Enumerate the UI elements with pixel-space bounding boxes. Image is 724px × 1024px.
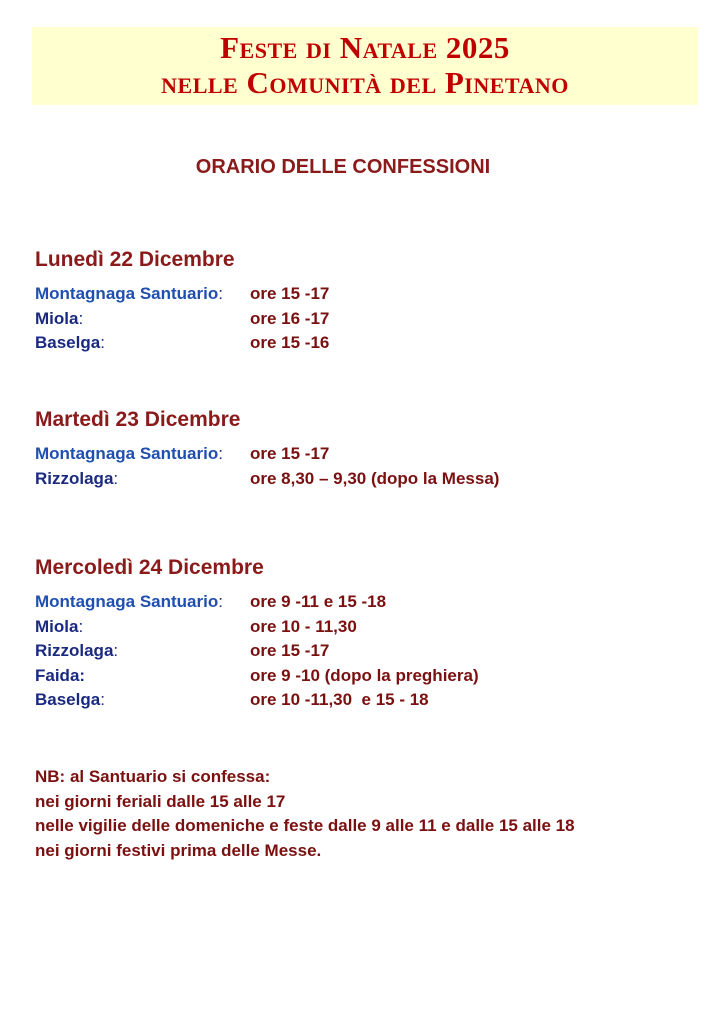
- colon: :: [218, 444, 223, 463]
- place-name: Montagnaga Santuario: [35, 284, 219, 303]
- place-name: Baselga: [35, 333, 101, 352]
- title-line-1: Feste di Natale 2025: [220, 30, 510, 65]
- place-name: Rizzolaga: [35, 468, 114, 488]
- time-value: ore 15 -17: [250, 444, 330, 463]
- colon: :: [218, 592, 223, 611]
- schedule-row: Miola: ore 10 - 11,30: [35, 616, 357, 641]
- day-heading: Martedì 23 Dicembre: [35, 408, 241, 431]
- time-value: ore 9 -10 (dopo la preghiera): [250, 665, 479, 685]
- schedule-row: Montagnaga Santuario: ore 15 -17: [35, 284, 329, 308]
- place-name: Baselga: [35, 690, 101, 709]
- day-heading: Lunedì 22 Dicembre: [35, 248, 235, 271]
- time-value: ore 10 -11,30 e 15 - 18: [250, 690, 429, 709]
- schedule-row: Faida: ore 9 -10 (dopo la preghiera): [35, 665, 479, 690]
- place-name: Rizzolaga: [35, 641, 114, 660]
- note-line: nei giorni festivi prima delle Messe.: [35, 840, 322, 860]
- schedule-row: Rizzolaga: ore 15 -17: [35, 641, 329, 665]
- time-value: ore 16 -17: [250, 308, 330, 328]
- time-value: ore 15 -17: [250, 641, 330, 660]
- colon: :: [113, 468, 119, 488]
- note-line: nelle vigilie delle domeniche e feste da…: [35, 816, 575, 835]
- colon: :: [78, 308, 84, 328]
- note-line: nei giorni feriali dalle 15 alle 17: [35, 791, 286, 811]
- place-name: Montagnaga Santuario: [35, 444, 219, 463]
- title-line-2: nelle Comunità del Pinetano: [161, 65, 569, 100]
- time-value: ore 15 -16: [250, 333, 330, 352]
- notes: NB: al Santuario si confessa: nei giorni…: [35, 765, 575, 863]
- note-line: NB: al Santuario si confessa:: [35, 767, 271, 786]
- subtitle: ORARIO DELLE CONFESSIONI: [195, 156, 491, 178]
- colon: :: [100, 690, 105, 709]
- schedule-row: Montagnaga Santuario: ore 9 -11 e 15 -18: [35, 592, 386, 616]
- colon: :: [218, 284, 223, 303]
- place-name: Miola: [35, 308, 79, 328]
- schedule-row: Baselga: ore 15 -16: [35, 333, 329, 357]
- schedule-row: Rizzolaga: ore 8,30 – 9,30 (dopo la Messa…: [35, 468, 499, 493]
- schedule-row: Montagnaga Santuario: ore 15 -17: [35, 444, 329, 468]
- day-heading: Mercoledì 24 Dicembre: [35, 556, 264, 579]
- place-name: Miola: [35, 616, 79, 636]
- place-name: Faida:: [35, 665, 86, 685]
- time-value: ore 8,30 – 9,30 (dopo la Messa): [250, 468, 500, 488]
- schedule-row: Miola: ore 16 -17: [35, 308, 329, 333]
- colon: :: [100, 333, 105, 352]
- colon: :: [78, 616, 84, 636]
- colon: :: [113, 641, 119, 660]
- time-value: ore 9 -11 e 15 -18: [250, 592, 387, 611]
- title-banner: Feste di Natale 2025 nelle Comunità del …: [32, 27, 698, 105]
- time-value: ore 10 - 11,30: [250, 616, 357, 636]
- time-value: ore 15 -17: [250, 284, 330, 303]
- schedule-row: Baselga: ore 10 -11,30 e 15 - 18: [35, 690, 429, 714]
- place-name: Montagnaga Santuario: [35, 592, 219, 611]
